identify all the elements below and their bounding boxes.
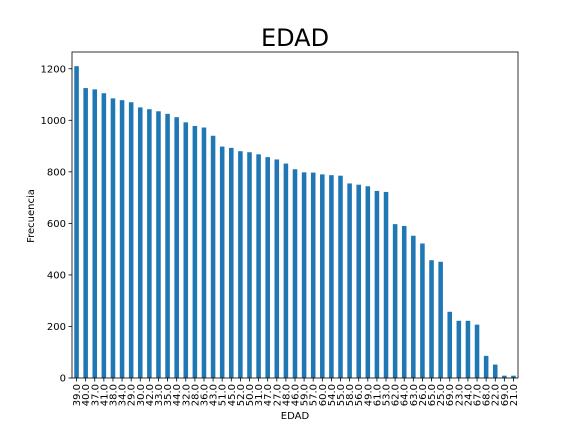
bar (202, 128, 207, 378)
bar (493, 365, 498, 378)
bar (320, 174, 325, 378)
bar (402, 226, 407, 378)
bar (457, 321, 462, 378)
bar (165, 114, 170, 378)
x-axis-label: EDAD (281, 411, 310, 422)
bar (174, 117, 179, 378)
y-tick-label: 1200 (41, 64, 66, 75)
bar (129, 102, 134, 378)
y-tick-label: 800 (47, 167, 66, 178)
bar (74, 66, 79, 378)
bar (393, 224, 398, 378)
bar (429, 260, 434, 378)
bar (356, 185, 361, 378)
bar (111, 98, 116, 378)
bar (302, 172, 307, 378)
bar (411, 236, 416, 378)
bar (220, 147, 225, 378)
bar (284, 164, 289, 378)
bars-group (74, 66, 515, 378)
bar (92, 89, 97, 378)
bar (247, 152, 252, 378)
y-tick-label: 400 (47, 270, 66, 281)
bar (83, 88, 88, 378)
bar (366, 186, 371, 378)
bar (147, 109, 152, 378)
bar (466, 321, 471, 378)
bar (475, 325, 480, 378)
y-axis-label: Frecuencia (26, 189, 37, 243)
bar (338, 176, 343, 378)
bar (256, 154, 261, 378)
bar (293, 169, 298, 378)
bar (156, 111, 161, 378)
bar (384, 192, 389, 378)
bar (102, 93, 107, 378)
bar (138, 107, 143, 378)
y-tick-label: 1000 (41, 116, 66, 127)
y-tick-label: 600 (47, 219, 66, 230)
bar (265, 157, 270, 378)
bar (420, 243, 425, 378)
x-axis: 39.040.037.041.038.034.029.030.042.033.0… (72, 378, 520, 406)
bar (193, 126, 198, 378)
bar (484, 356, 489, 378)
y-tick-label: 200 (47, 322, 66, 333)
bar (275, 159, 280, 378)
bar (229, 148, 234, 378)
bar (311, 173, 316, 378)
bar (375, 191, 380, 378)
chart-title: EDAD (261, 24, 329, 52)
y-tick-label: 0 (60, 374, 66, 385)
bar (447, 312, 452, 378)
bar (329, 175, 334, 378)
bar (120, 100, 125, 378)
bar (184, 122, 189, 378)
bar (438, 262, 443, 378)
bar (347, 183, 352, 378)
bar (211, 136, 216, 378)
x-tick-label: 21.0 (509, 384, 520, 406)
bar (238, 151, 243, 378)
y-axis: 0 200 400 600 800 1000 1200 (41, 64, 72, 384)
